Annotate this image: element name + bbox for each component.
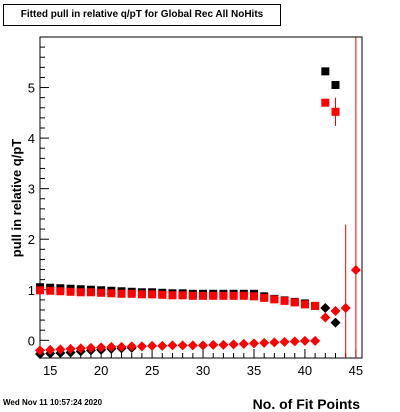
data-point-square xyxy=(158,290,167,299)
data-point-diamond xyxy=(75,343,86,354)
data-point-diamond xyxy=(157,340,168,351)
x-tick-label: 35 xyxy=(247,363,261,378)
data-point-square xyxy=(76,288,85,297)
data-point-square xyxy=(321,67,330,76)
data-point-diamond xyxy=(177,340,188,351)
data-point-square xyxy=(199,291,208,300)
data-point-square xyxy=(260,293,269,302)
y-tick-label: 5 xyxy=(28,81,35,96)
data-point-diamond xyxy=(310,335,321,346)
data-point-diamond xyxy=(299,335,310,346)
data-point-diamond xyxy=(350,265,361,276)
data-point-square xyxy=(56,287,65,296)
data-point-square xyxy=(321,98,330,107)
data-point-square xyxy=(148,290,157,299)
data-markers xyxy=(35,67,361,359)
data-point-square xyxy=(97,288,106,297)
data-point-square xyxy=(209,291,218,300)
data-point-diamond xyxy=(55,344,66,355)
data-point-square xyxy=(137,290,146,299)
data-point-square xyxy=(239,291,248,300)
data-point-diamond xyxy=(289,336,300,347)
data-point-diamond xyxy=(340,302,351,313)
data-point-diamond xyxy=(320,312,331,323)
data-point-diamond xyxy=(330,317,341,328)
timestamp-footer: Wed Nov 11 10:57:24 2020 xyxy=(3,398,103,407)
data-point-diamond xyxy=(279,336,290,347)
data-point-diamond xyxy=(187,340,198,351)
data-point-square xyxy=(86,288,95,297)
x-axis-title: No. of Fit Points xyxy=(253,396,361,412)
data-point-diamond xyxy=(106,341,117,352)
data-point-square xyxy=(178,291,187,300)
data-point-diamond xyxy=(218,339,229,350)
data-point-square xyxy=(229,291,238,300)
data-point-square xyxy=(188,291,197,300)
data-point-square xyxy=(270,295,279,304)
plot-frame xyxy=(39,36,363,359)
data-point-diamond xyxy=(126,341,137,352)
data-point-diamond xyxy=(147,340,158,351)
y-tick-label: 4 xyxy=(28,131,35,146)
y-tick-label: 3 xyxy=(28,182,35,197)
data-point-square xyxy=(311,301,320,310)
data-point-square xyxy=(331,107,340,116)
x-tick-label: 40 xyxy=(298,363,312,378)
data-point-square xyxy=(36,286,44,295)
data-point-diamond xyxy=(116,341,127,352)
x-tick-label: 45 xyxy=(349,363,363,378)
data-point-square xyxy=(280,296,289,305)
data-point-diamond xyxy=(238,338,249,349)
data-point-diamond xyxy=(65,343,76,354)
data-point-diamond xyxy=(96,342,107,353)
data-point-square xyxy=(249,292,258,301)
data-point-diamond xyxy=(320,302,331,313)
data-point-diamond xyxy=(208,339,219,350)
data-point-diamond xyxy=(259,337,270,348)
y-axis-title: pull in relative q/pT xyxy=(9,139,24,258)
x-tick-label: 15 xyxy=(43,363,57,378)
data-point-diamond xyxy=(167,340,178,351)
data-point-diamond xyxy=(330,305,341,316)
data-point-diamond xyxy=(35,345,45,356)
data-point-diamond xyxy=(269,337,280,348)
chart-title: Fitted pull in relative q/pT for Global … xyxy=(3,4,281,26)
data-point-square xyxy=(219,291,228,300)
data-point-square xyxy=(127,289,136,298)
x-tick-label: 20 xyxy=(94,363,108,378)
data-point-diamond xyxy=(198,340,209,351)
y-tick-label: 0 xyxy=(28,333,35,348)
data-point-square xyxy=(300,300,309,309)
data-point-diamond xyxy=(45,344,56,355)
data-point-square xyxy=(66,287,75,296)
data-point-square xyxy=(107,289,116,298)
data-point-diamond xyxy=(248,338,259,349)
data-point-square xyxy=(117,289,126,298)
data-point-diamond xyxy=(136,341,147,352)
y-tick-label: 1 xyxy=(28,283,35,298)
data-point-square xyxy=(331,81,340,90)
data-point-diamond xyxy=(228,339,239,350)
data-point-square xyxy=(46,286,55,295)
x-tick-label: 25 xyxy=(145,363,159,378)
data-point-square xyxy=(168,291,177,300)
x-tick-label: 30 xyxy=(196,363,210,378)
data-point-square xyxy=(290,298,299,307)
data-point-diamond xyxy=(85,342,96,353)
y-tick-label: 2 xyxy=(28,232,35,247)
